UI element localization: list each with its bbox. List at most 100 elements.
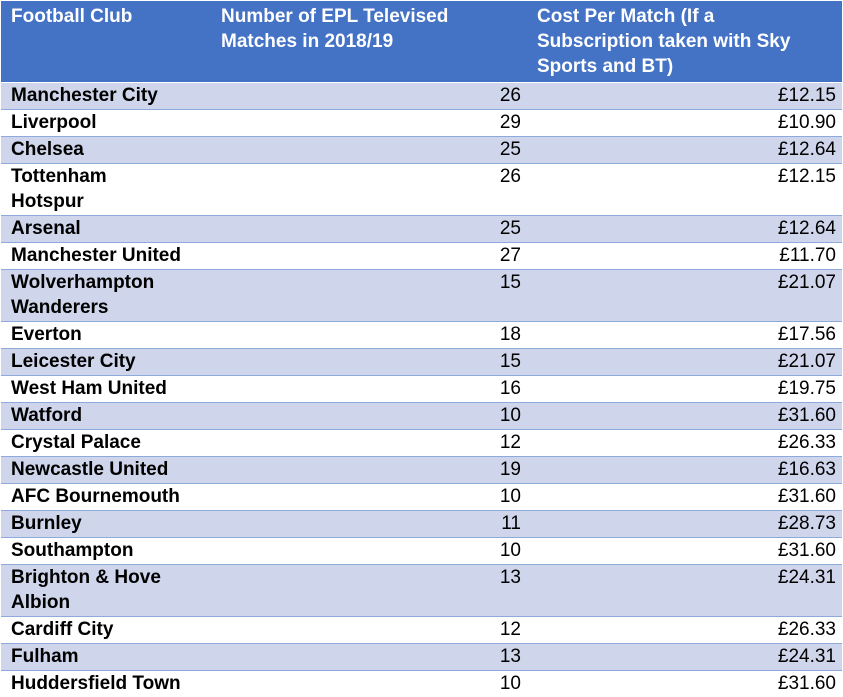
- table-cell: Tottenham Hotspur: [1, 164, 211, 216]
- header-text: Football Club: [11, 4, 132, 29]
- table-row: Arsenal 25 £12.64: [1, 216, 842, 243]
- club-text: Brighton & Hove Albion: [11, 565, 205, 615]
- header-text: Number of EPL Televised Matches in 2018/…: [221, 4, 521, 54]
- table-cell: £21.07: [527, 270, 842, 322]
- table-cell: Huddersfield Town: [1, 671, 211, 697]
- num-text: 19: [500, 459, 521, 480]
- club-text: Chelsea: [11, 137, 84, 162]
- header-cell: Cost Per Match (If a Subscription taken …: [527, 1, 842, 83]
- club-text: Huddersfield Town: [11, 671, 181, 696]
- table-cell: 25: [211, 137, 527, 164]
- table-cell: Liverpool: [1, 110, 211, 137]
- table-row: Southampton 10 £31.60: [1, 538, 842, 565]
- cost-text: £31.60: [778, 540, 836, 561]
- table-cell: 19: [211, 457, 527, 484]
- table-cell: 11: [211, 511, 527, 538]
- table-cell: Watford: [1, 403, 211, 430]
- table-row: Fulham 13 £24.31: [1, 644, 842, 671]
- cost-text: £12.64: [778, 139, 836, 160]
- club-text: Crystal Palace: [11, 430, 141, 455]
- club-text: Liverpool: [11, 110, 97, 135]
- table-header: Football Club Number of EPL Televised Ma…: [1, 1, 842, 83]
- table-cell: Newcastle United: [1, 457, 211, 484]
- cost-text: £12.64: [778, 218, 836, 239]
- table-cell: 18: [211, 322, 527, 349]
- num-text: 10: [500, 486, 521, 507]
- cost-text: £16.63: [778, 459, 836, 480]
- table-cell: Leicester City: [1, 349, 211, 376]
- club-text: Burnley: [11, 511, 82, 536]
- cost-text: £28.73: [778, 513, 836, 534]
- table-cell: £31.60: [527, 671, 842, 697]
- table-row: Liverpool 29 £10.90: [1, 110, 842, 137]
- table-cell: 15: [211, 270, 527, 322]
- cost-text: £31.60: [778, 486, 836, 507]
- table-row: Wolverhampton Wanderers 15 £21.07: [1, 270, 842, 322]
- num-text: 26: [500, 166, 521, 187]
- table-cell: Wolverhampton Wanderers: [1, 270, 211, 322]
- table-cell: 15: [211, 349, 527, 376]
- cost-text: £21.07: [778, 351, 836, 372]
- table-cell: Manchester City: [1, 83, 211, 110]
- table-row: Watford 10 £31.60: [1, 403, 842, 430]
- club-text: West Ham United: [11, 376, 167, 401]
- num-text: 27: [500, 245, 521, 266]
- table-cell: £12.15: [527, 164, 842, 216]
- cost-text: £24.31: [778, 567, 836, 588]
- header-cell: Number of EPL Televised Matches in 2018/…: [211, 1, 527, 83]
- table-cell: £19.75: [527, 376, 842, 403]
- num-text: 11: [501, 513, 521, 534]
- table-row: West Ham United 16 £19.75: [1, 376, 842, 403]
- club-text: Fulham: [11, 644, 79, 669]
- num-text: 15: [500, 272, 521, 293]
- num-text: 26: [500, 85, 521, 106]
- num-text: 10: [500, 540, 521, 561]
- num-text: 13: [500, 567, 521, 588]
- num-text: 29: [500, 112, 521, 133]
- club-text: Tottenham Hotspur: [11, 164, 161, 214]
- table-cell: £28.73: [527, 511, 842, 538]
- table-cell: Southampton: [1, 538, 211, 565]
- header-cell: Football Club: [1, 1, 211, 83]
- cost-text: £21.07: [778, 272, 836, 293]
- table-cell: Chelsea: [1, 137, 211, 164]
- table-row: Crystal Palace 12£26.33: [1, 430, 842, 457]
- club-text: Watford: [11, 403, 82, 428]
- table-cell: £26.33: [527, 430, 842, 457]
- num-text: 13: [500, 646, 521, 667]
- club-text: Leicester City: [11, 349, 136, 374]
- header-text: Cost Per Match (If a Subscription taken …: [537, 4, 822, 79]
- cost-text: £12.15: [778, 85, 836, 106]
- cost-text: £17.56: [778, 324, 836, 345]
- num-text: 16: [500, 378, 521, 399]
- table-cell: £24.31: [527, 565, 842, 617]
- table-cell: Fulham: [1, 644, 211, 671]
- table-cell: £12.64: [527, 137, 842, 164]
- cost-text: £24.31: [778, 646, 836, 667]
- cost-text: £12.15: [778, 166, 836, 187]
- table-cell: £17.56: [527, 322, 842, 349]
- table-cell: 12: [211, 430, 527, 457]
- table-cell: Burnley: [1, 511, 211, 538]
- num-text: 18: [500, 324, 521, 345]
- cost-text: £10.90: [778, 112, 836, 133]
- cost-text: £31.60: [778, 405, 836, 426]
- table-cell: 27: [211, 243, 527, 270]
- table-row: Tottenham Hotspur 26 £12.15: [1, 164, 842, 216]
- table-row: Chelsea 25 £12.64: [1, 137, 842, 164]
- table-cell: 13: [211, 565, 527, 617]
- club-text: Arsenal: [11, 216, 81, 241]
- table-body: Manchester City 26 £12.15 Liverpool 29 £10.90…: [1, 83, 842, 697]
- cost-text: £31.60: [778, 673, 836, 694]
- num-text: 25: [500, 139, 521, 160]
- club-text: Manchester City: [11, 83, 158, 108]
- num-text: 25: [500, 218, 521, 239]
- num-text: 10: [500, 405, 521, 426]
- club-text: Cardiff City: [11, 617, 113, 642]
